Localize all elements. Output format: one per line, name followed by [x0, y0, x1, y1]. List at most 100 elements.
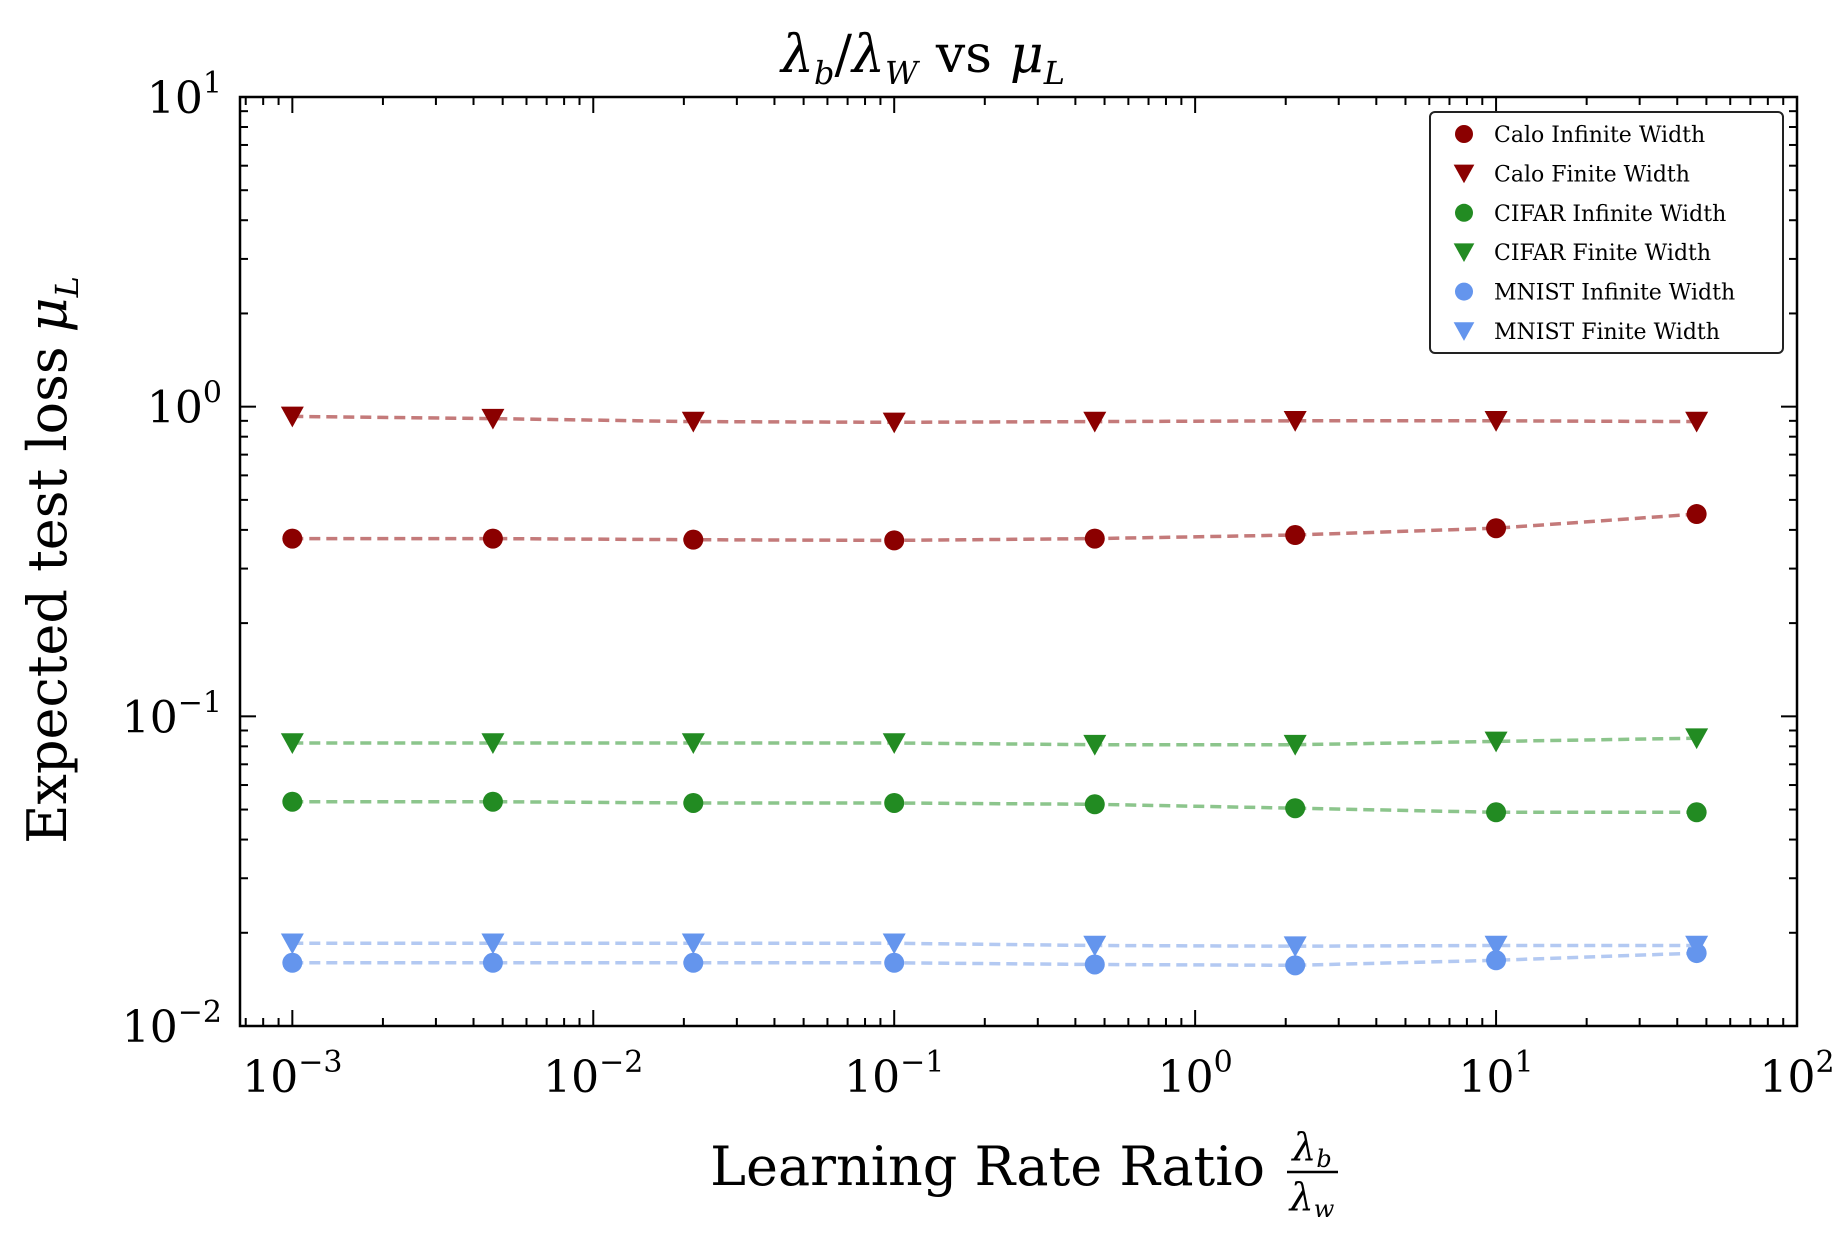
legend-marker: [1455, 125, 1473, 143]
x-axis-label: Learning Rate Ratio λb λw: [710, 1125, 1338, 1223]
y-tick-label: 100: [147, 376, 222, 434]
y-axis-label-mu: μ: [16, 297, 79, 332]
title-sub-2: W: [885, 54, 921, 92]
legend-marker: [1453, 243, 1475, 263]
data-point: [1486, 518, 1507, 539]
title-slash: /: [834, 25, 852, 85]
series-line: [292, 512, 1697, 543]
x-axis-label-numerator: λb: [1290, 1125, 1331, 1173]
data-point: [482, 791, 503, 812]
data-point: [282, 528, 303, 549]
legend-item: CIFAR Infinite Width: [1455, 202, 1726, 227]
series-calo-finite-width: [280, 406, 1709, 434]
data-point: [1083, 411, 1107, 433]
data-point: [1084, 528, 1105, 549]
data-point: [681, 733, 705, 754]
legend-label: CIFAR Infinite Width: [1494, 202, 1726, 227]
legend-label: MNIST Infinite Width: [1494, 281, 1735, 306]
legend-marker: [1455, 282, 1473, 301]
data-point: [683, 792, 704, 813]
title-mu: μ: [1010, 25, 1044, 85]
x-tick-label: 10−2: [543, 1045, 643, 1103]
data-point: [1084, 954, 1105, 975]
title-lambda-1: λ: [779, 25, 814, 85]
data-point: [884, 792, 905, 813]
legend-label: MNIST Finite Width: [1494, 320, 1720, 345]
x-tick-label: 10−3: [242, 1045, 342, 1103]
legend-label: Calo Finite Width: [1494, 162, 1690, 187]
x-tick-label: 100: [1158, 1045, 1233, 1103]
data-point: [1083, 734, 1107, 756]
data-point: [681, 411, 705, 433]
legend-marker: [1455, 203, 1473, 222]
series-cifar-finite-width: [280, 728, 1709, 756]
y-tick-label: 10−1: [122, 685, 222, 743]
data-point: [1685, 935, 1709, 957]
ticks-layer: 10−3 10−2 10−1 100 101 102 10−2 10−1 100 101: [122, 66, 1835, 1103]
series-mnist-finite-width: [280, 933, 1709, 958]
x-axis-label-text: Learning Rate Ratio: [710, 1135, 1265, 1198]
series-mnist-infinite-width: [282, 943, 1707, 976]
y-axis-label-text: Expected test loss: [16, 346, 79, 843]
legend-item: MNIST Finite Width: [1453, 320, 1720, 345]
data-point: [1084, 794, 1105, 815]
series-layer: [280, 406, 1709, 976]
legend-box: [1429, 111, 1784, 354]
data-point: [481, 733, 505, 754]
x-tick-label: 102: [1759, 1045, 1834, 1103]
data-point: [1285, 955, 1306, 976]
series-line: [292, 951, 1697, 968]
data-point: [1486, 802, 1507, 823]
data-point: [1285, 525, 1306, 546]
data-point: [1685, 411, 1709, 433]
data-point: [282, 952, 303, 973]
data-point: [280, 933, 304, 955]
series-line: [292, 799, 1697, 815]
y-tick-label: 10−2: [122, 995, 222, 1053]
series-calo-infinite-width: [282, 504, 1707, 551]
data-point: [681, 933, 705, 955]
y-axis-label-mu-sub: L: [48, 276, 86, 298]
data-point: [882, 933, 906, 955]
series-line: [292, 736, 1697, 747]
title-sub-1: b: [814, 54, 834, 92]
legend-item: Calo Infinite Width: [1455, 123, 1705, 148]
x-tick-label: 10−1: [844, 1045, 944, 1103]
data-point: [280, 733, 304, 754]
title-vs: vs: [935, 25, 992, 85]
plot-frame: [238, 95, 1799, 1028]
data-point: [882, 412, 906, 434]
data-point: [1283, 936, 1307, 958]
data-point: [1484, 731, 1508, 753]
legend-label: Calo Infinite Width: [1494, 123, 1705, 148]
legend-marker: [1453, 322, 1475, 341]
data-point: [282, 791, 303, 812]
title-mu-sub: L: [1043, 54, 1065, 92]
data-point: [1283, 411, 1307, 432]
legend-item: Calo Finite Width: [1453, 162, 1690, 187]
data-point: [882, 733, 906, 754]
data-point: [481, 408, 505, 430]
x-tick-label: 101: [1459, 1045, 1534, 1103]
data-point: [683, 529, 704, 550]
data-point: [482, 952, 503, 973]
y-axis-label: Expected test loss μL: [16, 276, 86, 844]
data-point: [1686, 504, 1707, 525]
legend: Calo Infinite Width Calo Finite Width CIFA…: [1429, 111, 1784, 354]
data-point: [884, 530, 905, 551]
data-point: [884, 952, 905, 973]
legend-item: MNIST Infinite Width: [1455, 281, 1735, 306]
y-tick-label: 101: [147, 66, 222, 124]
data-point: [482, 528, 503, 549]
data-point: [1484, 935, 1508, 957]
legend-marker: [1453, 164, 1475, 184]
data-point: [1285, 798, 1306, 819]
legend-label: CIFAR Finite Width: [1494, 241, 1711, 266]
series-line: [292, 414, 1697, 425]
title-lambda-2: λ: [850, 25, 885, 85]
data-point: [1486, 950, 1507, 971]
data-point: [280, 406, 304, 428]
data-point: [481, 933, 505, 955]
x-axis-label-denominator: λw: [1288, 1175, 1335, 1223]
